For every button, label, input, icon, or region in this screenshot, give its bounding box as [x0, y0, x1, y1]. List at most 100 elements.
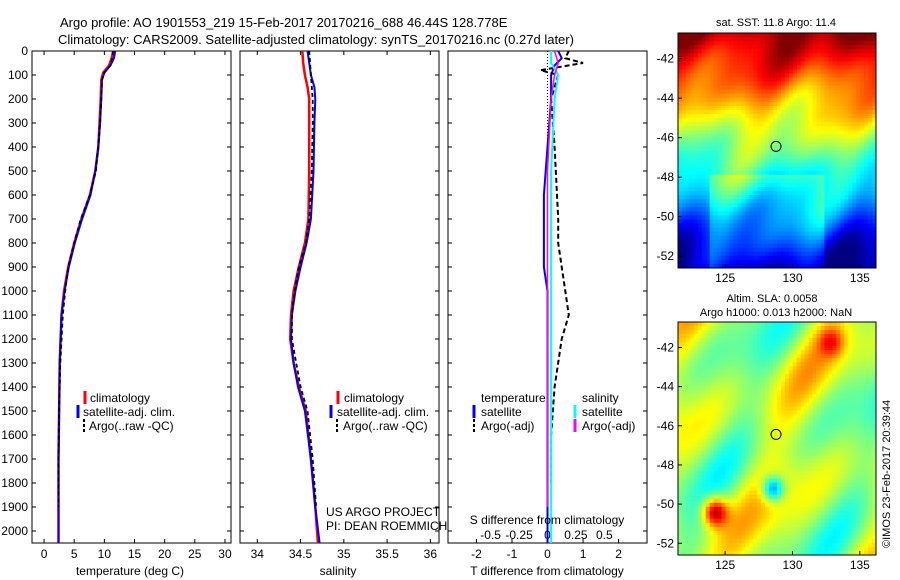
map-cell [761, 538, 766, 544]
map-cell [737, 166, 742, 172]
map-cell [804, 81, 810, 87]
map-cell [701, 263, 707, 269]
map-cell [788, 342, 794, 347]
salinity-xlabel: salinity [320, 564, 357, 578]
temperature-panel-frame [31, 50, 232, 544]
map-cell [773, 49, 778, 54]
map-cell [721, 243, 727, 249]
map-cell [788, 490, 794, 496]
map-cell [769, 486, 774, 492]
map-cell [808, 227, 814, 233]
map-cell [856, 61, 861, 66]
map-cell [820, 57, 826, 62]
map-cell [808, 251, 814, 257]
map-cell [689, 154, 695, 160]
map-cell [812, 45, 818, 50]
map-cell [753, 97, 758, 103]
map-cell [721, 182, 727, 188]
map-cell [689, 330, 695, 335]
map-cell [681, 109, 687, 115]
map-cell [733, 263, 738, 269]
map-cell [749, 334, 754, 339]
map-cell [816, 41, 822, 46]
map-cell [685, 470, 691, 476]
map-cell [737, 69, 742, 75]
map-cell [872, 33, 877, 38]
map-cell [753, 207, 758, 212]
map-cell [753, 166, 758, 172]
map-cell [773, 450, 778, 456]
map-cell [804, 114, 810, 119]
map-cell [697, 69, 703, 75]
map-cell [721, 398, 727, 403]
map-cell [769, 526, 774, 532]
map-cell [741, 350, 746, 355]
map-cell [725, 526, 730, 532]
map-cell [678, 178, 683, 184]
map-cell [792, 105, 798, 111]
map-cell [725, 146, 730, 151]
map-cell [812, 146, 818, 151]
map-cell [729, 235, 734, 241]
map-cell [773, 354, 778, 359]
map-cell [773, 85, 778, 91]
map-cell [773, 350, 778, 355]
map-cell [689, 73, 695, 79]
map-cell [729, 450, 734, 456]
map-cell [697, 398, 703, 403]
map-cell [769, 474, 774, 480]
map-cell [840, 215, 845, 220]
map-cell [701, 402, 707, 407]
map-cell [729, 350, 734, 355]
y-tick-label: 2000 [1, 524, 28, 538]
map-cell [701, 486, 707, 492]
map-cell [717, 215, 723, 220]
map-cell [721, 53, 727, 58]
map-cell [733, 494, 738, 500]
map-cell [769, 410, 774, 415]
map-cell [788, 546, 794, 552]
map-cell [741, 546, 746, 552]
map-cell [777, 450, 782, 456]
map-cell [872, 89, 877, 95]
map-cell [733, 330, 738, 335]
map-cell [725, 422, 730, 427]
map-cell [860, 61, 865, 66]
map-cell [757, 374, 762, 379]
map-cell [757, 498, 762, 504]
map-cell [685, 450, 691, 456]
map-cell [709, 414, 715, 419]
map-cell [864, 154, 869, 160]
map-cell [808, 77, 814, 83]
map-cell [725, 134, 730, 139]
map-cell [864, 97, 869, 103]
map-cell [729, 490, 734, 496]
map-cell [678, 510, 683, 516]
map-cell [784, 146, 790, 151]
map-cell [761, 378, 766, 383]
map-cell [729, 334, 734, 339]
map-cell [697, 410, 703, 415]
map-cell [713, 263, 719, 269]
map-cell [780, 174, 786, 180]
map-cell [701, 219, 707, 224]
map-cell [784, 414, 790, 419]
map-cell [765, 255, 770, 261]
map-cell [725, 342, 730, 347]
map-cell [804, 247, 810, 253]
map-cell [773, 426, 778, 431]
map-cell [812, 150, 818, 156]
map-cell [784, 402, 790, 407]
map-cell [725, 235, 730, 241]
map-cell [788, 550, 794, 556]
map-cell [737, 350, 742, 355]
map-cell [792, 263, 798, 269]
map-cell [788, 430, 794, 435]
map-cell [784, 247, 790, 253]
map-cell [780, 382, 786, 387]
map-cell [757, 174, 762, 180]
map-cell [769, 414, 774, 419]
map-cell [864, 114, 869, 119]
map-cell [852, 126, 857, 131]
map-cell [725, 434, 730, 439]
